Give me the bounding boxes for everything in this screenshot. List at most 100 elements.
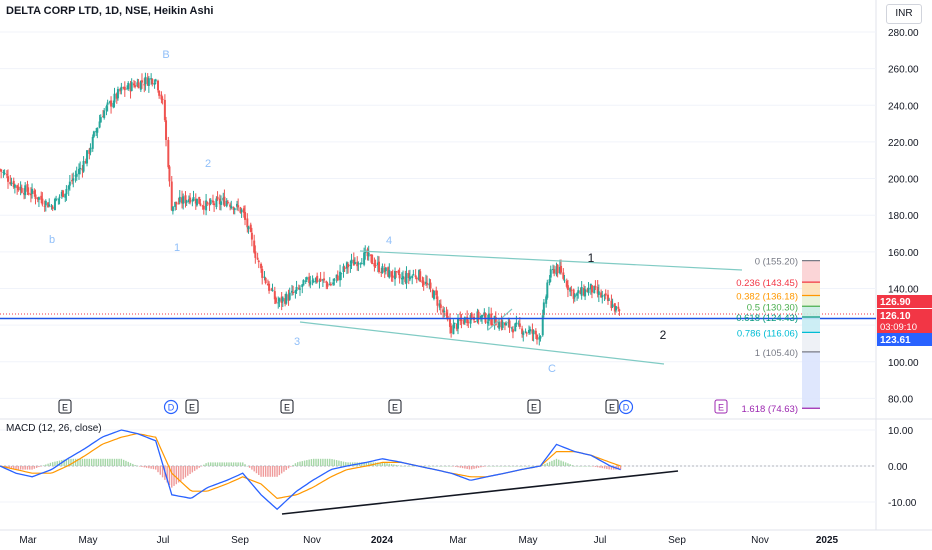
candle-body <box>277 302 280 304</box>
candle-body <box>294 290 297 293</box>
price-candles <box>0 72 621 346</box>
macd-histogram-bar <box>592 466 594 467</box>
currency-selector[interactable]: INR <box>886 4 922 24</box>
candle-body <box>395 271 398 273</box>
candle-body <box>503 322 506 326</box>
macd-histogram-bar <box>347 462 349 466</box>
candle-body <box>36 197 39 200</box>
macd-histogram-bar <box>285 466 287 471</box>
candle-body <box>211 200 214 203</box>
candle-body <box>120 86 123 91</box>
candle-body <box>47 202 50 208</box>
candle-body <box>191 200 194 202</box>
macd-histogram-bar <box>498 466 500 467</box>
macd-indicator-title[interactable]: MACD (12, 26, close) <box>6 423 102 434</box>
candle-body <box>51 206 54 209</box>
candle-body <box>89 147 92 153</box>
macd-histogram-bar <box>448 466 450 467</box>
candle-body <box>525 332 528 334</box>
candle-body <box>13 184 16 188</box>
candle-body <box>290 290 293 293</box>
candle-body <box>377 261 380 273</box>
macd-histogram-bar <box>118 458 120 466</box>
macd-histogram-bar <box>306 460 308 466</box>
candle-body <box>37 197 40 200</box>
candle-body <box>349 264 352 267</box>
symbol-title[interactable]: DELTA CORP LTD, 1D, NSE, Heikin Ashi <box>6 5 214 17</box>
candle-body <box>24 185 27 196</box>
candle-body <box>215 198 218 207</box>
macd-histogram-bar <box>40 466 42 467</box>
candle-body <box>5 174 8 176</box>
macd-histogram-bar <box>223 462 226 466</box>
candle-body <box>387 267 390 277</box>
macd-histogram-bar <box>45 464 47 466</box>
candle-body <box>536 335 539 340</box>
candle-body <box>584 289 587 297</box>
candle-body <box>333 278 336 281</box>
candle-body <box>422 281 425 286</box>
candle-body <box>288 292 291 300</box>
candle-body <box>168 166 171 182</box>
candle-body <box>534 330 537 335</box>
candle-body <box>266 283 269 286</box>
candle-body <box>249 224 252 232</box>
macd-histogram-bar <box>63 459 65 466</box>
candle-body <box>53 198 56 211</box>
candle-body <box>170 181 173 211</box>
candle-body <box>319 278 322 282</box>
candle-body <box>88 149 91 154</box>
macd-histogram-bar <box>24 466 26 470</box>
candle-body <box>467 321 470 323</box>
macd-histogram-bar <box>283 466 285 472</box>
candle-body <box>34 194 37 199</box>
candle-body <box>0 169 3 172</box>
macd-histogram-bar <box>509 466 512 467</box>
candle-body <box>332 282 335 285</box>
macd-histogram-bar <box>109 458 111 466</box>
candle-body <box>143 84 146 86</box>
macd-histogram-bar <box>79 458 81 466</box>
macd-histogram-bar <box>248 466 251 468</box>
macd-histogram-bar <box>551 460 553 466</box>
candle-body <box>500 320 503 328</box>
candle-body <box>542 302 545 315</box>
macd-histogram-bar <box>493 466 496 467</box>
candle-body <box>335 274 338 279</box>
candle-body <box>600 292 603 298</box>
candle-body <box>257 260 260 263</box>
candle-body <box>123 86 126 91</box>
candle-body <box>139 80 142 90</box>
macd-histogram-bar <box>393 464 395 466</box>
macd-histogram-bar <box>264 466 267 477</box>
wave-label: 3 <box>294 336 300 348</box>
candle-body <box>541 315 544 336</box>
candle-body <box>606 294 609 302</box>
candle-body <box>381 266 384 274</box>
candle-body <box>308 276 311 283</box>
macd-histogram-bar <box>299 461 301 466</box>
wave-label: 1 <box>588 251 595 265</box>
macd-histogram-bar <box>100 458 102 466</box>
macd-histogram-bar <box>187 466 189 476</box>
fib-level-label: 0.5 (130.30) <box>747 302 798 313</box>
candle-body <box>556 264 559 274</box>
candle-body <box>479 315 482 320</box>
macd-histogram-bar <box>244 464 246 466</box>
candle-body <box>65 189 68 195</box>
macd-histogram-bar <box>228 462 230 466</box>
candle-body <box>316 275 319 283</box>
candle-body <box>435 290 438 296</box>
candle-body <box>55 198 58 201</box>
macd-histogram-bar <box>145 466 148 468</box>
candle-body <box>603 294 606 296</box>
candle-body <box>570 289 573 291</box>
candle-body <box>418 270 421 281</box>
macd-histogram-bar <box>26 466 29 470</box>
candle-body <box>144 76 147 84</box>
macd-histogram-bar <box>381 462 384 466</box>
candle-body <box>151 79 154 85</box>
candle-body <box>43 205 46 207</box>
